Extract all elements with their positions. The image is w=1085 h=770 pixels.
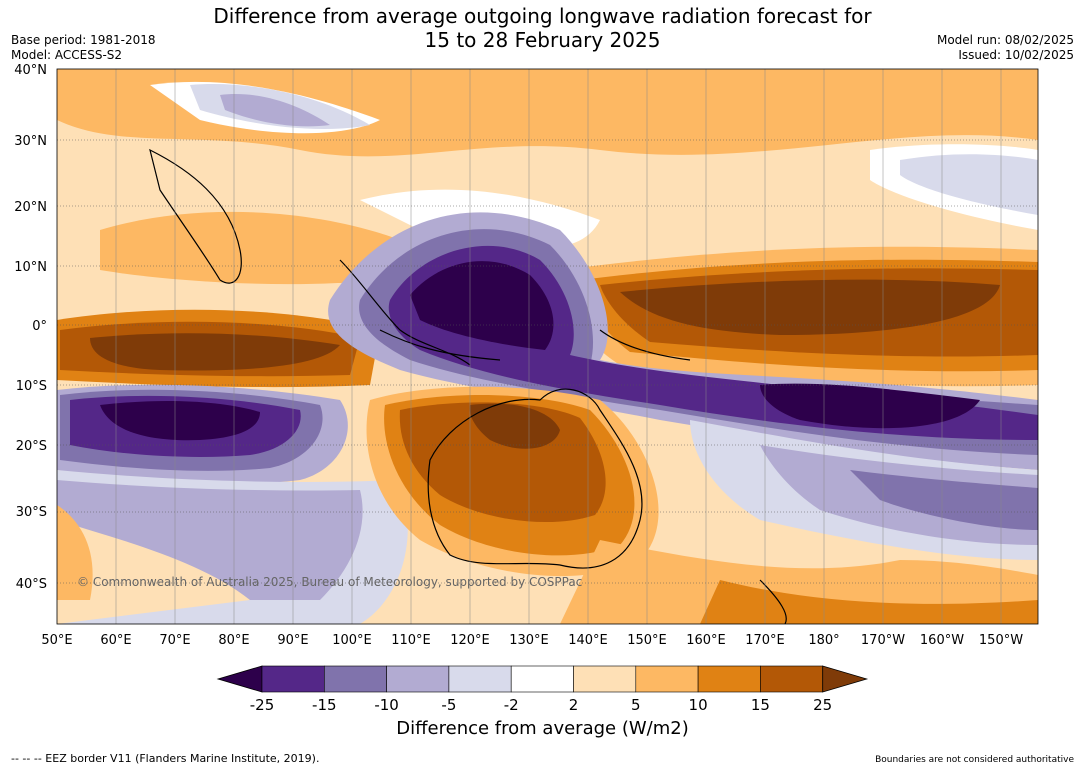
lat-label: 10°N — [14, 260, 47, 275]
meta-right: Model run: 08/02/2025 Issued: 10/02/2025 — [937, 33, 1074, 63]
colorbar-tick: 2 — [569, 696, 579, 714]
colorbar-swatch — [635, 665, 699, 693]
lat-label: 20°S — [16, 439, 47, 454]
model-run: Model run: 08/02/2025 — [936, 33, 1074, 47]
lon-label: 130°E — [509, 633, 549, 648]
meridians — [115, 69, 1002, 624]
colorbar-swatch — [573, 665, 637, 693]
lon-label: 160°E — [686, 633, 726, 648]
lon-label: 70°E — [159, 633, 190, 648]
copyright-text: © Commonwealth of Australia 2025, Bureau… — [77, 575, 582, 589]
lon-label: 170°E — [745, 633, 785, 648]
lat-label: 0° — [32, 319, 47, 334]
lat-label: 30°N — [14, 134, 47, 149]
coastlines — [149, 148, 787, 624]
chart-title: Difference from average outgoing longwav… — [0, 4, 1085, 52]
lon-label: 150°E — [627, 633, 667, 648]
colorbar-tick: -10 — [374, 696, 399, 714]
lon-label: 180° — [808, 633, 839, 648]
lat-label: 40°N — [14, 63, 47, 78]
lat-label: 30°S — [16, 505, 47, 520]
lon-label: 100°E — [332, 633, 372, 648]
model-name: Model: ACCESS-S2 — [11, 48, 123, 62]
latitude-labels: 40°N 30°N 20°N 10°N 0° 10°S 20°S 30°S 40°S — [14, 63, 47, 592]
eez-legend: -- -- -- EEZ border V11 (Flanders Marine… — [11, 752, 320, 765]
colorbar-tick: 5 — [631, 696, 641, 714]
lon-label: 90°E — [277, 633, 308, 648]
colorbar-extend-high — [822, 665, 869, 693]
colorbar-swatch — [760, 665, 824, 693]
issued-date: Issued: 10/02/2025 — [958, 48, 1074, 62]
colorbar-tick: -2 — [504, 696, 519, 714]
colorbar-swatch — [448, 665, 512, 693]
olr-anomaly-field — [57, 69, 1038, 624]
colorbar: -25 -15 -10 -5 -2 2 5 10 15 25 — [216, 665, 869, 714]
colorbar-tick: -5 — [441, 696, 456, 714]
title-line-2: 15 to 28 February 2025 — [424, 28, 661, 52]
lat-label: 40°S — [16, 577, 47, 592]
colorbar-tick: -25 — [250, 696, 275, 714]
lon-label: 140°E — [568, 633, 608, 648]
lon-label: 170°W — [861, 633, 905, 648]
colorbar-swatch — [386, 665, 450, 693]
lon-label: 60°E — [100, 633, 131, 648]
colorbar-tick: 10 — [689, 696, 708, 714]
colorbar-swatch — [261, 665, 325, 693]
colorbar-swatch — [697, 665, 761, 693]
base-period: Base period: 1981-2018 — [11, 33, 156, 47]
colorbar-extend-low — [216, 665, 263, 693]
lon-label: 110°E — [391, 633, 431, 648]
lon-label: 150°W — [979, 633, 1023, 648]
meta-left: Base period: 1981-2018 Model: ACCESS-S2 — [11, 33, 156, 63]
colorbar-tick: 25 — [813, 696, 832, 714]
lon-label: 160°W — [920, 633, 964, 648]
disclaimer: Boundaries are not considered authoritat… — [875, 755, 1074, 765]
colorbar-swatch — [323, 665, 387, 693]
colorbar-title: Difference from average (W/m2) — [396, 718, 689, 739]
lon-label: 80°E — [218, 633, 249, 648]
colorbar-swatch — [510, 665, 574, 693]
lon-label: 50°E — [41, 633, 72, 648]
lat-label: 20°N — [14, 200, 47, 215]
map-frame — [56, 68, 1039, 625]
title-line-1: Difference from average outgoing longwav… — [213, 4, 872, 28]
colorbar-tick: -15 — [312, 696, 337, 714]
lat-label: 10°S — [16, 379, 47, 394]
colorbar-tick: 15 — [751, 696, 770, 714]
lon-label: 120°E — [450, 633, 490, 648]
longitude-labels: 50°E 60°E 70°E 80°E 90°E 100°E 110°E 120°E 130°E… — [41, 633, 1023, 648]
